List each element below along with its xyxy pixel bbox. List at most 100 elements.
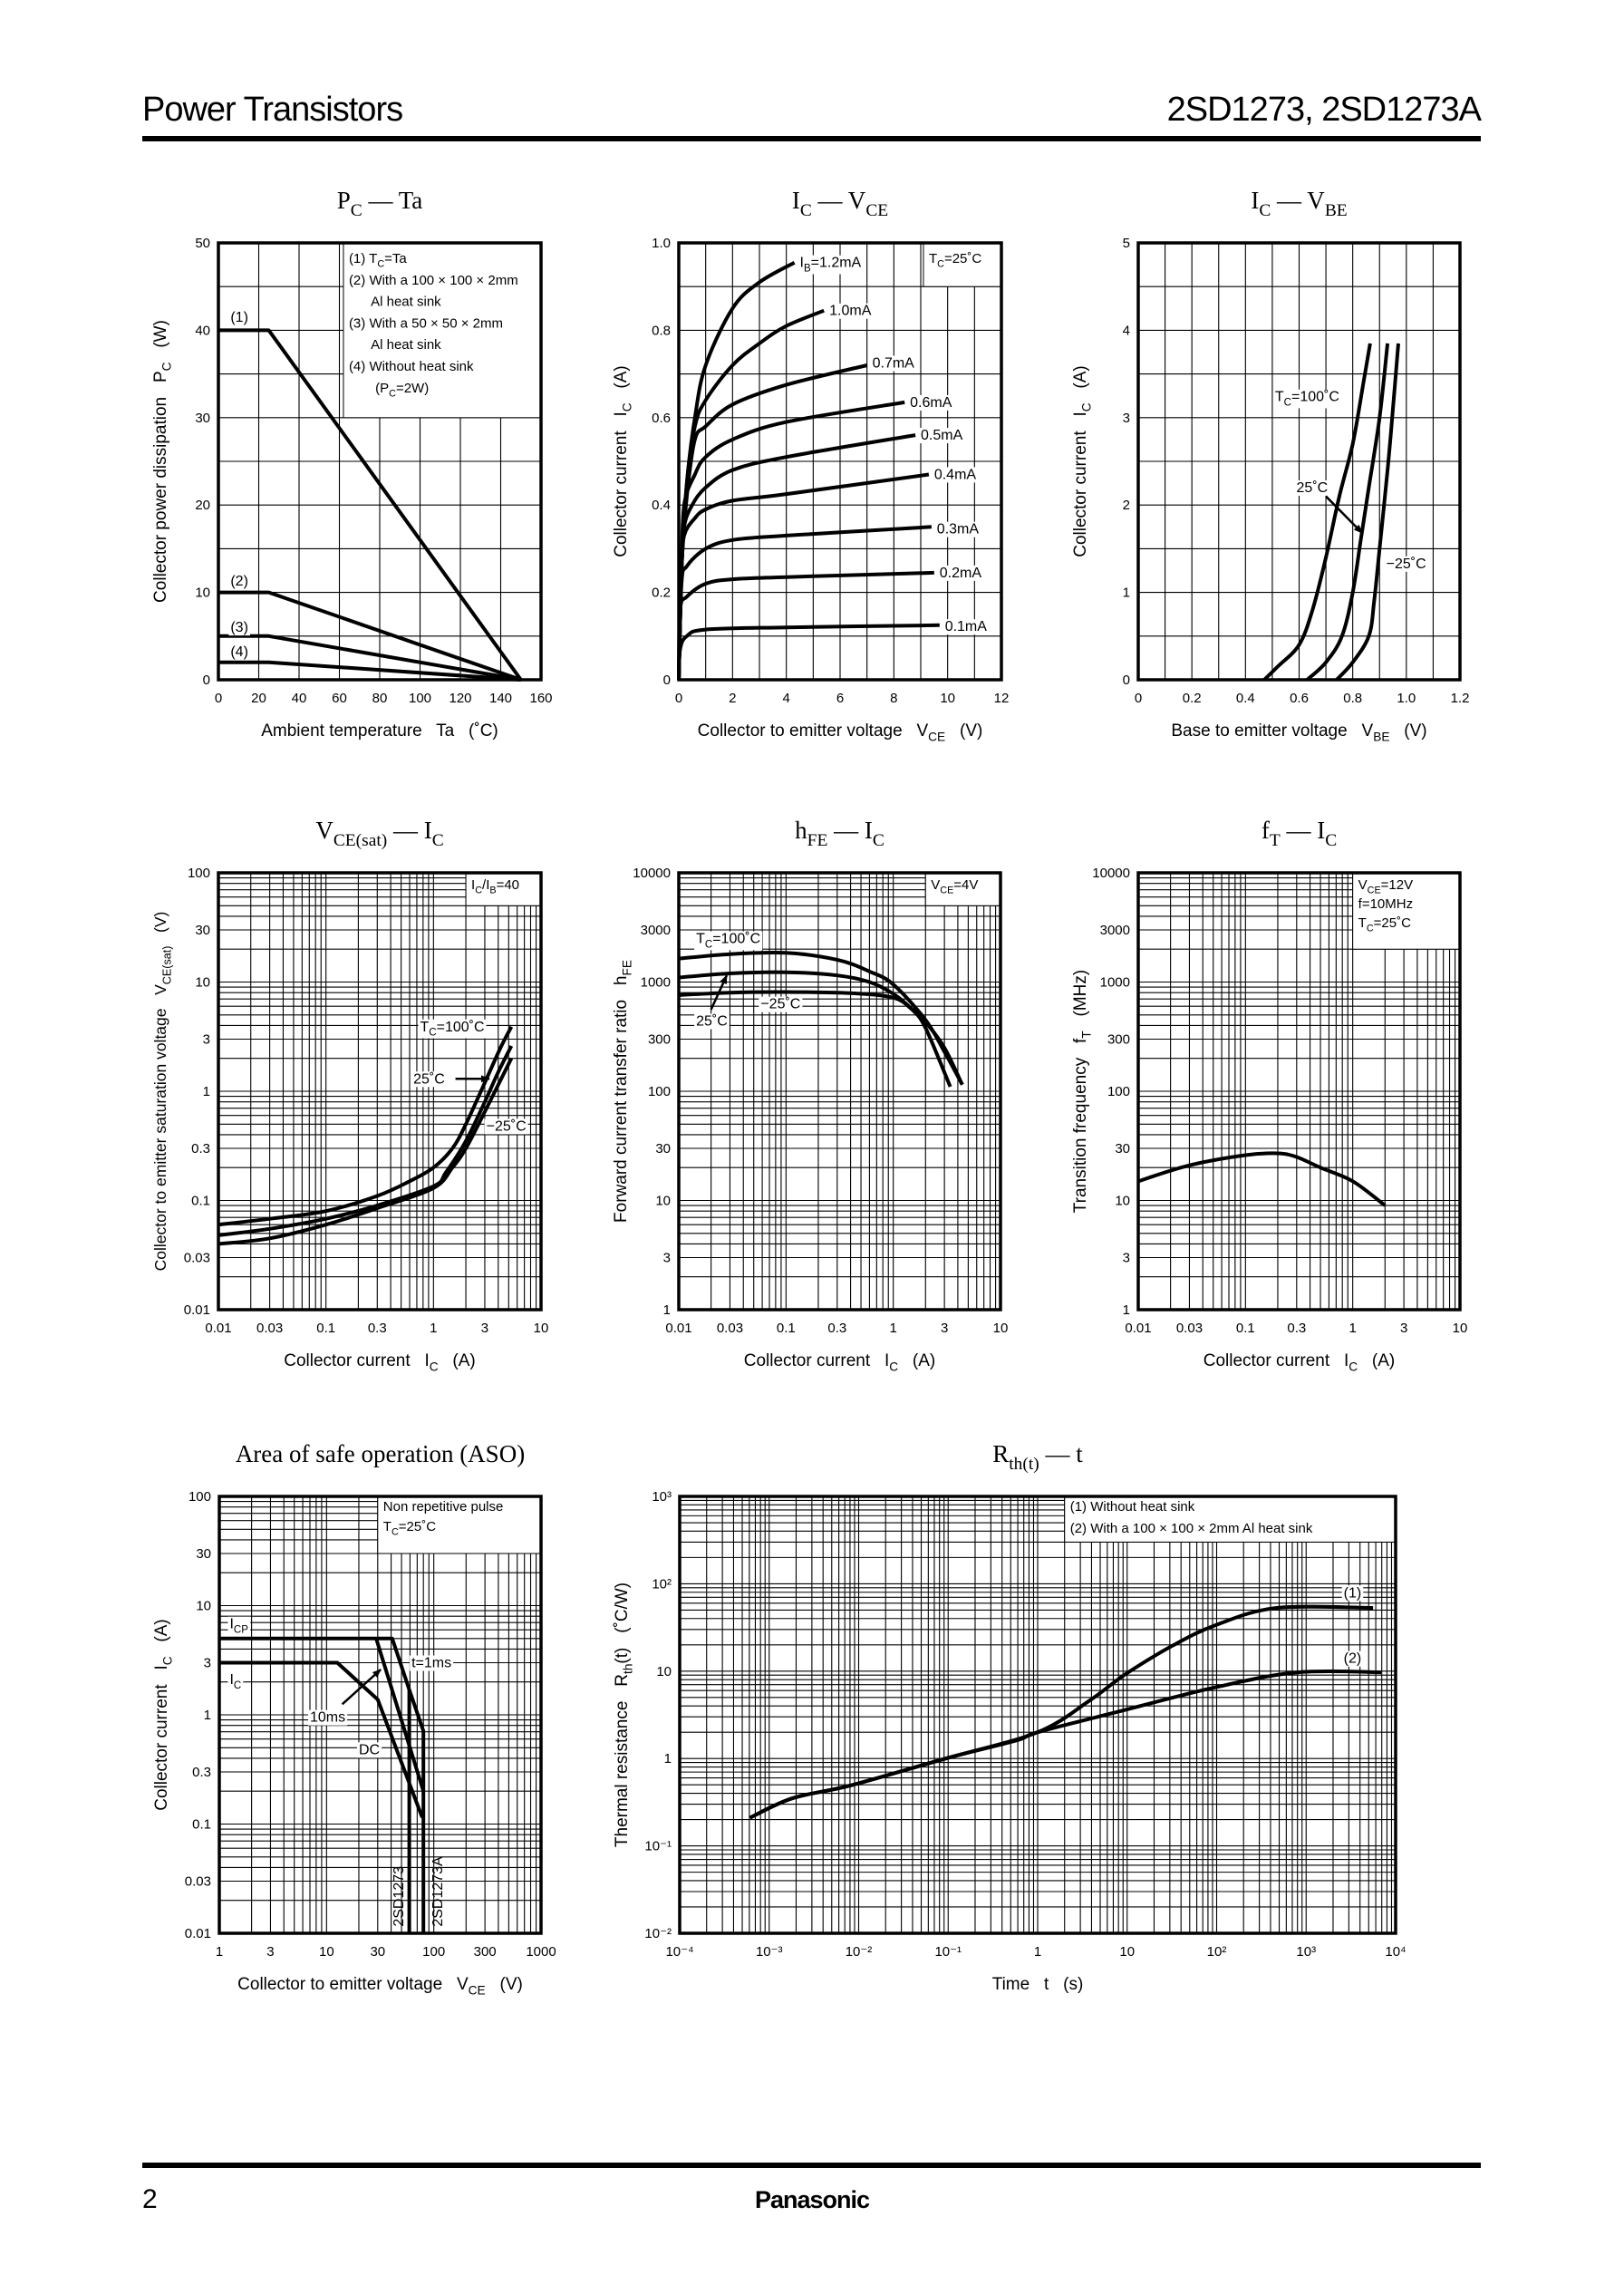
footer-rule — [142, 2163, 1481, 2168]
x-tick-label: 0.2 — [1183, 691, 1202, 706]
grid — [218, 873, 541, 1310]
y-tick-label: 0 — [663, 673, 671, 688]
series-curve-1 — [1137, 1151, 1387, 1207]
text-part: T — [1275, 390, 1284, 405]
subscript: C — [800, 201, 812, 220]
y-axis-label: Collector power dissipation PC (W) — [151, 320, 174, 603]
x-tick-label: 20 — [251, 691, 266, 706]
grid — [1138, 873, 1460, 1310]
text-part: — Ta — [362, 187, 423, 214]
text-part: (V) — [945, 721, 982, 740]
text-part: (2) — [230, 574, 248, 589]
x-tick-label: 0.03 — [717, 1321, 743, 1336]
subscript: C — [873, 831, 884, 850]
x-tick-label: 80 — [372, 691, 388, 706]
text-part: Area of safe operation (ASO) — [236, 1440, 525, 1467]
x-tick-label: 12 — [994, 691, 1010, 706]
text-part: I — [1251, 187, 1259, 214]
text-part: Collector power dissipation P — [151, 371, 170, 603]
x-tick-label: 1 — [889, 1321, 896, 1336]
x-tick-label: 4 — [782, 691, 789, 706]
text-part: I — [792, 187, 800, 214]
text-part: — V — [1271, 187, 1325, 214]
label-background — [827, 303, 874, 319]
subscript: C — [389, 388, 396, 399]
text-part: =25˚C — [399, 1519, 436, 1534]
subscript: th(t) — [1009, 1455, 1039, 1474]
subscript: CE(sat) — [160, 946, 173, 985]
text-part: (A) — [1071, 365, 1090, 402]
label-background — [932, 467, 979, 483]
text-part: Ambient temperature Ta (˚C) — [261, 721, 498, 740]
text-part: Collector current I — [612, 411, 631, 557]
series-label: 0.5mA — [921, 428, 963, 443]
condition-note: (1) Without heat sink — [1070, 1499, 1195, 1515]
series-label: (1) — [230, 310, 248, 325]
x-tick-label: 1.0 — [1397, 691, 1416, 706]
y-tick-label: 1000 — [641, 975, 671, 991]
label-background — [937, 565, 984, 581]
x-axis-label: Ambient temperature Ta (˚C) — [261, 721, 498, 740]
y-tick-label: 1000 — [1100, 975, 1130, 991]
text-part: (A) — [439, 1351, 476, 1370]
x-tick-label: 3 — [941, 1321, 948, 1336]
chart-title: Area of safe operation (ASO) — [236, 1440, 525, 1467]
text-part: =25˚C — [944, 251, 981, 266]
series-label: DC — [359, 1742, 380, 1757]
series-curve-3 — [678, 990, 964, 1086]
series-curve-9 — [677, 623, 940, 681]
x-tick-label: 10³ — [1296, 1944, 1316, 1960]
series-label: 0.7mA — [873, 356, 915, 372]
y-tick-label: 3 — [1123, 411, 1130, 426]
series-label: 0.3mA — [937, 522, 980, 537]
text-part: (1) — [1344, 1585, 1362, 1601]
text-part: (A) — [898, 1351, 935, 1370]
series-label: (2) — [1344, 1651, 1362, 1667]
text-part: (2) — [1344, 1651, 1362, 1667]
label-background — [228, 620, 250, 636]
text-part: =25˚C — [1374, 915, 1411, 931]
condition-note: (3) With a 50 × 50 × 2mm — [349, 315, 503, 331]
subscript: C — [1348, 1360, 1358, 1374]
text-part: 2SD1273A — [430, 1856, 446, 1927]
subscript: CP — [234, 1624, 248, 1635]
text-part: −25˚C — [760, 997, 800, 1012]
text-part: — I — [827, 817, 873, 844]
x-tick-label: 3 — [481, 1321, 488, 1336]
chart-4: IC/IB=400.01 0.03 0.1 0.3 1 3 100.010.030.10.3… — [151, 817, 548, 1374]
series-curve-1 — [1262, 343, 1372, 682]
y-tick-label: 100 — [648, 1084, 671, 1099]
x-tick-label: 1 — [216, 1944, 223, 1960]
text-part: Al heat sink — [349, 295, 441, 310]
series-label: 1.0mA — [829, 304, 872, 319]
label-background — [1384, 556, 1428, 572]
subscript: C — [351, 201, 362, 220]
text-part: Thermal resistance R — [613, 1674, 632, 1847]
y-tick-label: 3 — [204, 1656, 211, 1671]
pointer-arrow — [341, 1669, 382, 1706]
subscript: CE — [1368, 886, 1381, 896]
x-tick-label: 0.1 — [1236, 1321, 1255, 1336]
text-part: 0.6mA — [910, 395, 952, 411]
series-curve-2 — [749, 1669, 1382, 1820]
subscript: C — [705, 939, 712, 950]
x-axis-label: Collector to emitter voltage VCE (V) — [698, 721, 983, 744]
y-tick-label: 30 — [195, 411, 210, 426]
x-tick-label: 160 — [529, 691, 552, 706]
chart-title: VCE(sat) — IC — [315, 817, 443, 850]
subscript: C — [1367, 924, 1374, 934]
text-part: I — [229, 1617, 233, 1632]
plot-frame — [677, 871, 1002, 1312]
y-tick-label: 30 — [655, 1141, 671, 1157]
subscript: FE — [807, 831, 828, 850]
text-part: =100˚C — [712, 932, 760, 947]
text-part: =4V — [953, 877, 978, 893]
annotation: ICP — [229, 1617, 248, 1636]
x-tick-label: 0 — [215, 691, 222, 706]
condition-note: TC=25˚C — [929, 251, 981, 270]
chart-8: (1) Without heat sink (2) With a 100 × 10… — [613, 1440, 1406, 1994]
text-part: f — [1262, 817, 1270, 844]
plot-frame — [677, 241, 1003, 682]
x-tick-label: 0.3 — [827, 1321, 846, 1336]
x-tick-label: 120 — [449, 691, 471, 706]
